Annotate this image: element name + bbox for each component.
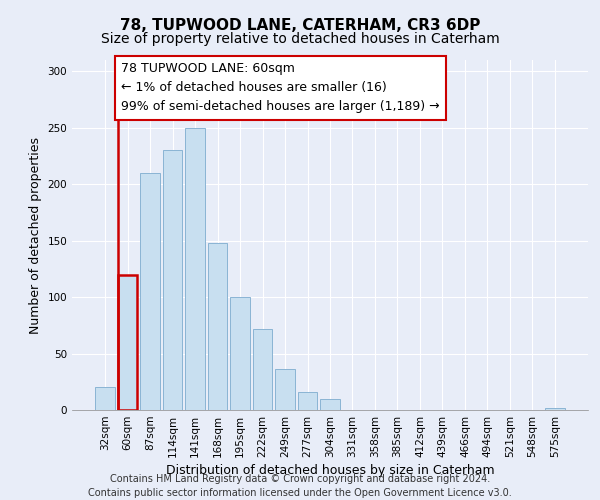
Text: Contains HM Land Registry data © Crown copyright and database right 2024.
Contai: Contains HM Land Registry data © Crown c… [88,474,512,498]
Bar [95,388,115,410]
Text: Size of property relative to detached houses in Caterham: Size of property relative to detached ho… [101,32,499,46]
Bar [140,173,160,410]
Bar [545,408,565,410]
Text: 78, TUPWOOD LANE, CATERHAM, CR3 6DP: 78, TUPWOOD LANE, CATERHAM, CR3 6DP [120,18,480,32]
Text: 78 TUPWOOD LANE: 60sqm
← 1% of detached houses are smaller (16)
99% of semi-deta: 78 TUPWOOD LANE: 60sqm ← 1% of detached … [121,62,440,114]
Bar [253,328,272,410]
Y-axis label: Number of detached properties: Number of detached properties [29,136,42,334]
Bar [275,370,295,410]
Bar [298,392,317,410]
Bar [185,128,205,410]
Bar [230,297,250,410]
Bar [118,274,137,410]
Bar [320,398,340,410]
Bar [163,150,182,410]
X-axis label: Distribution of detached houses by size in Caterham: Distribution of detached houses by size … [166,464,494,477]
Bar [208,243,227,410]
